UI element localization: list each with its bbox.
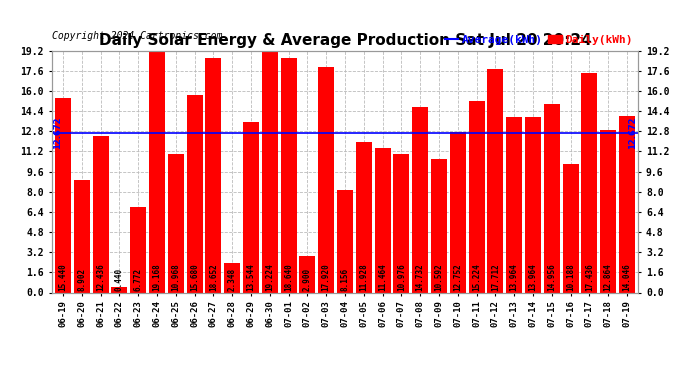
Text: 18.652: 18.652 — [209, 264, 218, 291]
Bar — [600, 130, 616, 292]
Bar — [186, 95, 203, 292]
Bar — [469, 101, 484, 292]
Text: 10.976: 10.976 — [397, 264, 406, 291]
Bar — [412, 107, 428, 292]
Text: 14.046: 14.046 — [622, 264, 631, 291]
Bar — [582, 73, 598, 292]
Bar — [356, 142, 372, 292]
Text: 17.920: 17.920 — [322, 264, 331, 291]
Text: 10.592: 10.592 — [435, 264, 444, 291]
Text: 2.900: 2.900 — [303, 268, 312, 291]
Bar — [562, 164, 579, 292]
Text: 14.956: 14.956 — [547, 264, 556, 291]
Bar — [506, 117, 522, 292]
Text: 17.436: 17.436 — [585, 264, 594, 291]
Text: 18.640: 18.640 — [284, 264, 293, 291]
Bar — [450, 132, 466, 292]
Text: 15.440: 15.440 — [59, 264, 68, 291]
Bar — [281, 58, 297, 292]
Text: 15.680: 15.680 — [190, 264, 199, 291]
Bar — [431, 159, 447, 292]
Text: 17.712: 17.712 — [491, 264, 500, 291]
Bar — [619, 116, 635, 292]
Bar — [525, 117, 541, 292]
Bar — [487, 69, 504, 292]
Text: 13.964: 13.964 — [529, 264, 538, 291]
Text: 8.156: 8.156 — [340, 268, 350, 291]
Text: 12.864: 12.864 — [604, 264, 613, 291]
Bar — [74, 180, 90, 292]
Bar — [130, 207, 146, 292]
Bar — [337, 190, 353, 292]
Text: 12.672: 12.672 — [629, 117, 638, 149]
Text: 19.224: 19.224 — [266, 264, 275, 291]
Text: 12.752: 12.752 — [453, 264, 462, 291]
Text: 2.348: 2.348 — [228, 268, 237, 291]
Bar — [393, 154, 409, 292]
Legend: Average(kWh), Daily(kWh): Average(kWh), Daily(kWh) — [445, 35, 632, 45]
Bar — [111, 287, 128, 292]
Text: 19.168: 19.168 — [152, 264, 161, 291]
Text: 12.672: 12.672 — [52, 117, 61, 149]
Bar — [318, 67, 334, 292]
Text: 14.732: 14.732 — [415, 264, 424, 291]
Text: 0.440: 0.440 — [115, 268, 124, 291]
Bar — [243, 122, 259, 292]
Bar — [299, 256, 315, 292]
Text: 13.544: 13.544 — [246, 264, 255, 291]
Title: Daily Solar Energy & Average Production Sat Jul 20 20:24: Daily Solar Energy & Average Production … — [99, 33, 591, 48]
Text: 10.188: 10.188 — [566, 264, 575, 291]
Text: 13.964: 13.964 — [510, 264, 519, 291]
Text: 15.224: 15.224 — [472, 264, 481, 291]
Bar — [168, 154, 184, 292]
Bar — [92, 136, 108, 292]
Bar — [206, 57, 221, 292]
Bar — [149, 51, 165, 292]
Bar — [262, 50, 278, 292]
Text: 8.902: 8.902 — [77, 268, 86, 291]
Bar — [55, 98, 71, 292]
Text: 11.928: 11.928 — [359, 264, 368, 291]
Bar — [544, 104, 560, 292]
Text: 6.772: 6.772 — [134, 268, 143, 291]
Text: Copyright 2024 Cartronics.com: Copyright 2024 Cartronics.com — [52, 31, 222, 41]
Text: 12.436: 12.436 — [96, 264, 105, 291]
Bar — [375, 148, 391, 292]
Text: 11.464: 11.464 — [378, 264, 387, 291]
Bar — [224, 263, 240, 292]
Text: 10.968: 10.968 — [171, 264, 180, 291]
